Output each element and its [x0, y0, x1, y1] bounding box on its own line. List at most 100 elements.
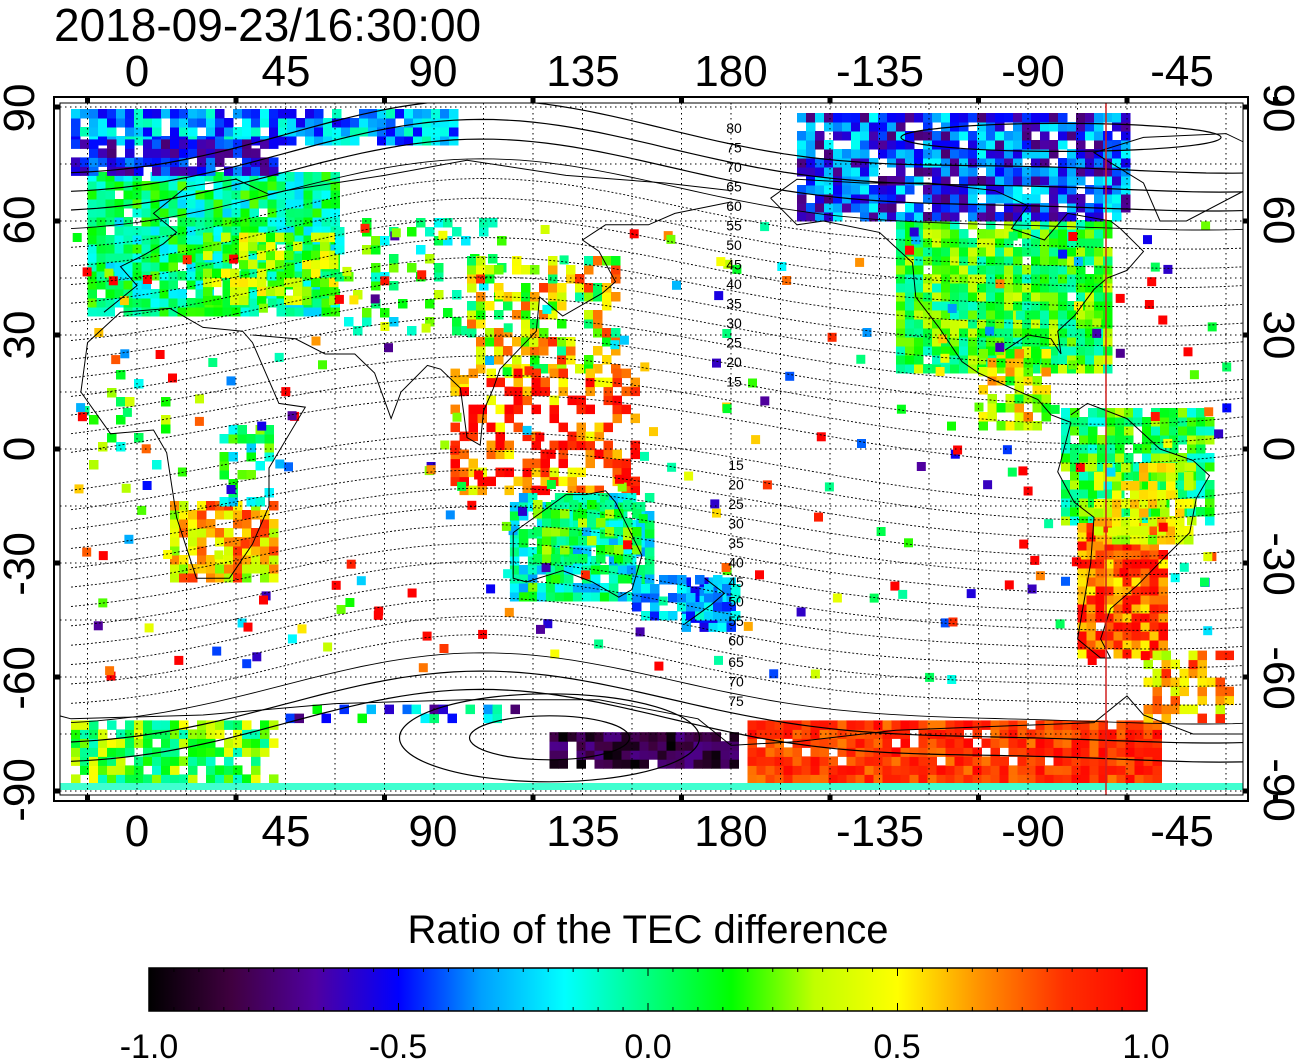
tec-cell — [188, 148, 198, 158]
tec-cell — [1077, 622, 1087, 632]
tec-cell — [1071, 756, 1081, 766]
tec-cell — [293, 286, 303, 297]
tec-cell — [923, 212, 933, 222]
tec-cell — [269, 546, 279, 556]
tec-cell — [468, 404, 478, 415]
tec-cell — [1086, 649, 1096, 659]
tec-cell — [1131, 640, 1141, 650]
tec-cell — [977, 337, 987, 347]
tec-cell — [1058, 310, 1068, 320]
tec-cell — [810, 720, 820, 730]
tec-cell — [152, 460, 162, 470]
tec-cell — [105, 217, 115, 227]
tec-cell — [585, 732, 595, 742]
tec-cell — [977, 292, 987, 302]
tec-cell — [276, 208, 286, 218]
tec-cell — [896, 337, 906, 347]
tec-cell — [1151, 471, 1161, 481]
magnetic-contour — [70, 256, 1243, 327]
tec-cell — [1067, 131, 1077, 141]
magnetic-contour — [70, 524, 1243, 594]
tec-cell — [311, 277, 321, 288]
tec-cell — [168, 271, 178, 281]
tec-cell — [344, 317, 354, 327]
tec-cell — [1161, 713, 1171, 724]
tec-cell — [977, 122, 987, 132]
tec-cell — [287, 411, 297, 421]
tec-cell — [851, 167, 861, 177]
tec-cell — [554, 493, 565, 503]
tec-cell — [450, 440, 460, 451]
tec-cell — [914, 301, 924, 311]
tec-cell — [1151, 417, 1161, 427]
tec-cell — [1076, 149, 1086, 159]
tec-cell — [959, 328, 969, 338]
tec-cell — [1004, 149, 1014, 159]
tec-cell — [504, 440, 514, 451]
tec-cell — [1031, 319, 1041, 329]
tec-cell — [1095, 586, 1105, 596]
tec-cell — [251, 747, 261, 757]
tec-cell — [765, 756, 775, 766]
tec-cell — [276, 271, 286, 281]
tec-cell — [650, 593, 660, 603]
tec-cell — [806, 131, 816, 141]
tec-cell — [230, 295, 240, 306]
tec-cell — [168, 181, 178, 191]
tec-cell — [1022, 167, 1032, 177]
tec-cell — [312, 172, 322, 182]
tec-cell — [96, 235, 106, 245]
tec-cell — [1149, 568, 1159, 578]
tec-cell — [465, 704, 475, 715]
tec-cell — [1017, 756, 1027, 766]
tec-cell — [978, 412, 988, 422]
tec-cell — [1113, 550, 1123, 560]
tec-cell — [150, 289, 160, 299]
tec-cell — [269, 519, 279, 529]
tec-cell — [1077, 559, 1087, 569]
tec-cell — [968, 149, 978, 159]
tec-cell — [486, 584, 496, 594]
contour-label: 65 — [728, 654, 744, 670]
tec-cell — [887, 131, 897, 141]
tec-cell — [1095, 631, 1105, 641]
contour-label: 20 — [726, 354, 742, 370]
tec-cell — [219, 470, 229, 480]
tec-cell — [249, 172, 259, 182]
tec-cell — [914, 229, 924, 239]
tec-cell — [1004, 238, 1014, 248]
tec-cell — [833, 167, 843, 177]
tec-cell — [276, 199, 286, 209]
tec-cell — [107, 118, 117, 128]
tec-cell — [806, 113, 816, 123]
tec-cell — [950, 292, 960, 302]
tec-cell — [132, 307, 142, 317]
tec-cell — [188, 537, 198, 547]
tec-cell — [990, 738, 1000, 748]
tec-cell — [170, 519, 180, 529]
tec-cell — [1061, 489, 1071, 499]
tec-cell — [726, 622, 736, 632]
tec-cell — [177, 253, 187, 263]
tec-cell — [806, 185, 816, 195]
tec-cell — [986, 113, 996, 123]
tec-cell — [1030, 555, 1040, 565]
tec-cell — [585, 458, 595, 469]
tec-cell — [98, 442, 108, 452]
tec-cell — [548, 265, 558, 275]
tec-cell — [828, 765, 838, 775]
tec-cell — [152, 774, 162, 784]
tec-cell — [132, 280, 142, 290]
tec-cell — [932, 310, 942, 320]
tec-cell — [89, 720, 99, 730]
tec-cell — [1004, 212, 1014, 222]
tec-cell — [950, 185, 960, 195]
tec-cell — [421, 323, 431, 333]
tec-cell — [1085, 113, 1095, 123]
tec-cell — [1086, 604, 1096, 614]
tec-cell — [1097, 435, 1107, 445]
tec-cell — [684, 732, 694, 742]
tec-cell — [581, 547, 592, 557]
tec-cell — [161, 424, 171, 434]
tec-cell — [522, 386, 532, 397]
